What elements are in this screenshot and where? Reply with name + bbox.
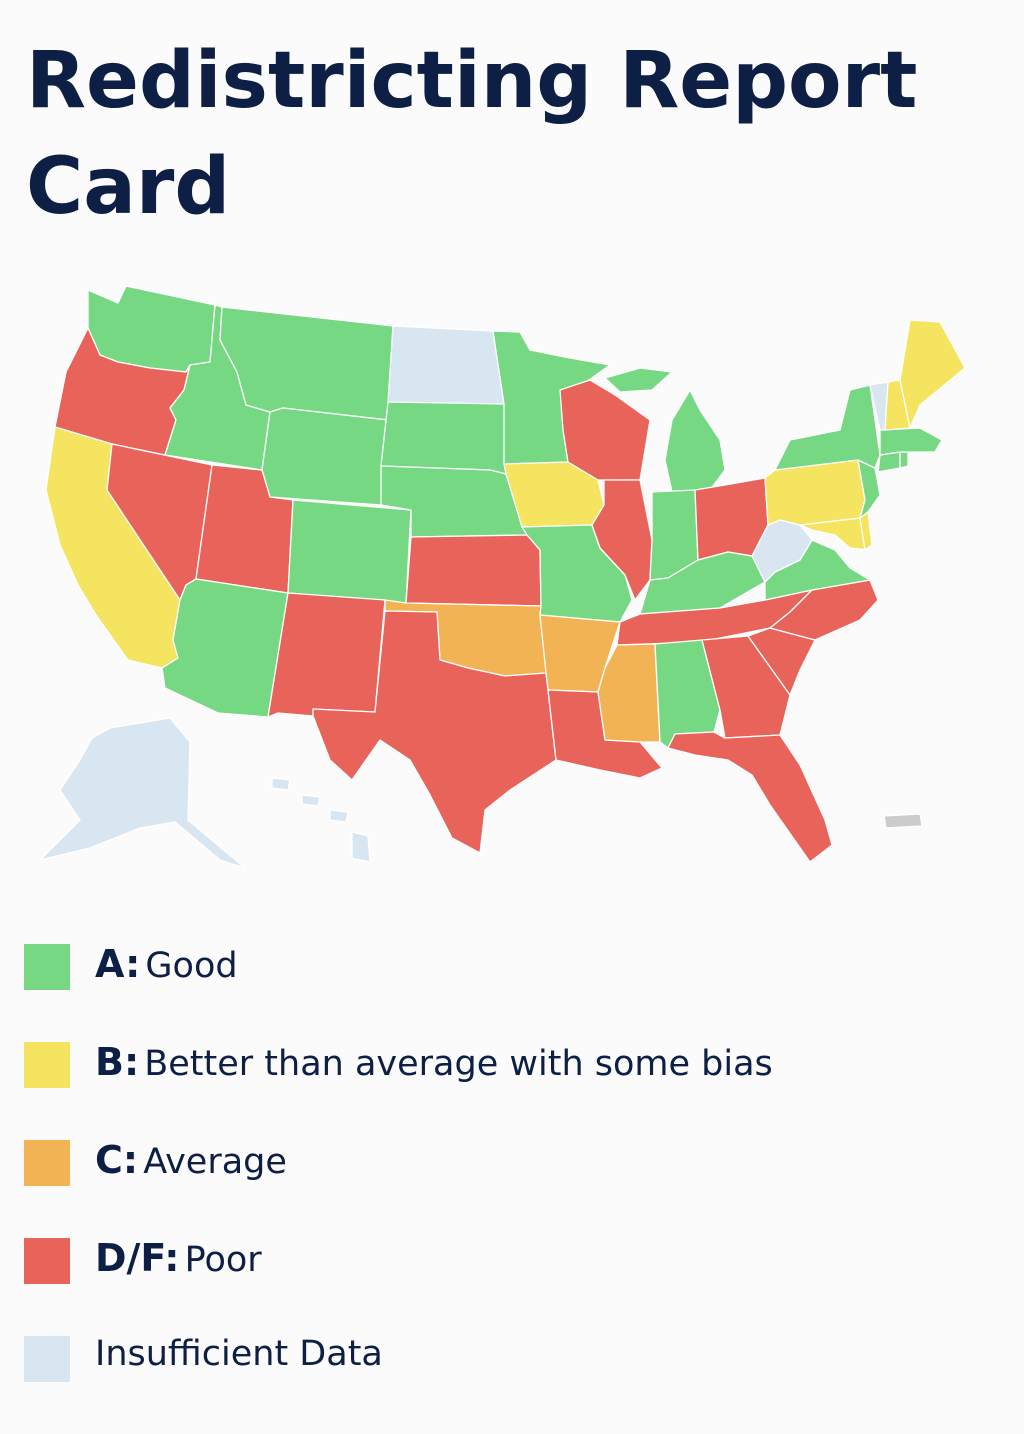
state-fl — [667, 731, 833, 863]
state-nm — [267, 592, 386, 718]
state-ma — [879, 427, 943, 456]
state-wi — [559, 379, 651, 481]
legend-item-b: B: Better than average with some bias — [24, 1040, 1004, 1140]
us-map-svg — [39, 285, 966, 869]
legend-swatch-df — [24, 1238, 70, 1284]
legend-swatch-b — [24, 1042, 70, 1088]
legend-grade-a: A: — [95, 942, 141, 986]
state-wy — [261, 407, 389, 506]
state-mt — [219, 306, 394, 421]
legend-grade-c: C: — [95, 1138, 139, 1182]
legend-desc-b: Better than average with some bias — [144, 1044, 773, 1084]
legend-item-c: C: Average — [24, 1138, 1004, 1238]
state-hi — [271, 777, 371, 863]
state-tx — [312, 610, 557, 854]
state-co — [287, 499, 412, 604]
legend-desc-insufficient: Insufficient Data — [95, 1334, 383, 1374]
legend-item-a: A: Good — [24, 942, 1004, 1042]
legend: A: Good B: Better than average with some… — [24, 942, 1004, 1434]
legend-grade-b: B: — [95, 1040, 140, 1084]
state-ks — [405, 534, 542, 607]
state-nc — [769, 579, 879, 641]
legend-item-df: D/F: Poor — [24, 1236, 1004, 1336]
legend-item-insufficient: Insufficient Data — [24, 1334, 1004, 1434]
state-pr — [883, 813, 923, 829]
state-ri — [899, 451, 909, 469]
legend-desc-df: Poor — [184, 1240, 262, 1280]
state-ak — [39, 717, 246, 869]
page-title: Redistricting Report Card — [26, 36, 918, 232]
legend-desc-a: Good — [145, 946, 238, 986]
state-il — [591, 479, 653, 601]
legend-grade-df: D/F: — [95, 1236, 180, 1280]
legend-desc-c: Average — [143, 1142, 287, 1182]
state-ny — [774, 384, 881, 471]
legend-swatch-a — [24, 944, 70, 990]
state-sc — [747, 627, 816, 696]
legend-swatch-insufficient — [24, 1336, 70, 1382]
state-me — [899, 319, 966, 429]
legend-swatch-c — [24, 1140, 70, 1186]
state-nd — [387, 325, 505, 405]
us-map — [0, 270, 1024, 890]
state-sd — [380, 401, 507, 475]
state-az — [161, 578, 289, 718]
